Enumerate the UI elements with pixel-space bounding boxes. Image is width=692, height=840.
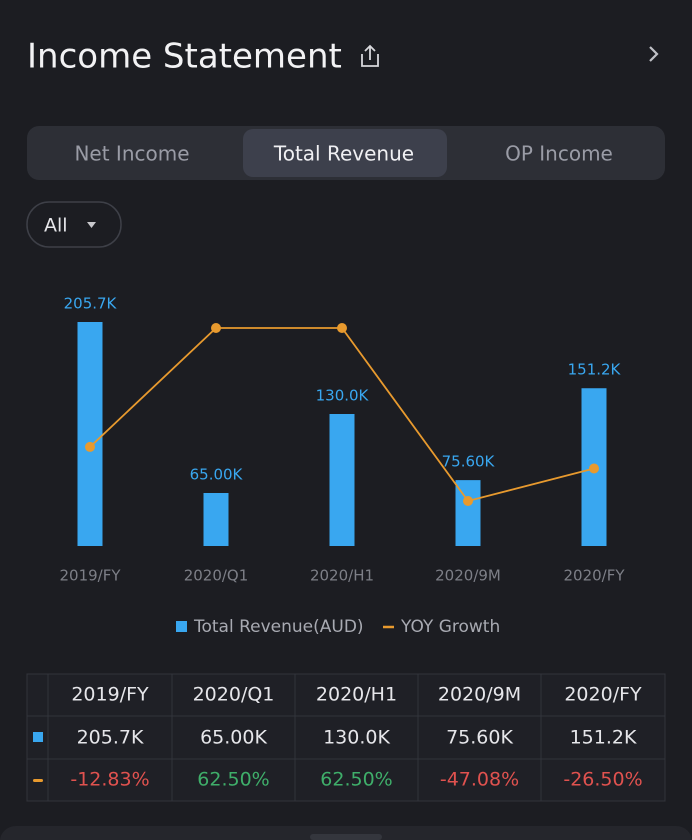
x-tick-label: 2020/H1 (310, 567, 374, 585)
tab-selected-bg (243, 129, 447, 177)
dropdown-arrow (87, 222, 96, 228)
bar-label: 75.60K (442, 453, 496, 471)
table-cell: 62.50% (197, 769, 269, 791)
table-header: 2020/H1 (316, 684, 397, 706)
legend-label: YOY Growth (400, 617, 500, 637)
share-icon[interactable] (361, 44, 379, 67)
tab[interactable]: OP Income (505, 142, 613, 166)
yoy-dot (463, 496, 473, 506)
row-key (33, 732, 43, 742)
bar (203, 493, 229, 546)
bar (329, 414, 355, 546)
bar (77, 322, 103, 546)
bar-label: 130.0K (316, 387, 370, 405)
filter-pill[interactable] (26, 201, 122, 248)
row-key (33, 779, 43, 782)
table-cell: -47.08% (440, 769, 519, 791)
tab[interactable]: Total Revenue (273, 142, 414, 166)
legend-swatch (176, 621, 187, 632)
chevron-right[interactable] (649, 46, 659, 62)
bar-label: 205.7K (64, 295, 118, 313)
x-tick-label: 2020/FY (563, 567, 625, 585)
table-cell: 130.0K (323, 727, 390, 749)
yoy-dot (589, 463, 599, 474)
filter-label[interactable]: All (44, 215, 68, 237)
tab[interactable]: Net Income (74, 142, 189, 166)
table-cell: 65.00K (200, 727, 267, 749)
table-cell: 75.60K (446, 727, 513, 749)
title: Income Statement (27, 37, 342, 77)
table-bg (26, 673, 666, 802)
yoy-dot (85, 441, 95, 452)
bar-label: 65.00K (190, 466, 244, 484)
table-header: 2019/FY (71, 684, 149, 706)
table-cell: -26.50% (563, 769, 642, 791)
table-header: 2020/FY (564, 684, 642, 706)
table-cell: -12.83% (70, 769, 149, 791)
table-header: 2020/9M (438, 684, 521, 706)
x-tick-label: 2020/Q1 (184, 567, 249, 585)
table-cell: 62.50% (320, 769, 392, 791)
bar-label: 151.2K (568, 361, 622, 379)
table-cell: 151.2K (570, 727, 637, 749)
handle (310, 834, 382, 840)
bar (455, 480, 481, 546)
table-header: 2020/Q1 (193, 684, 275, 706)
x-tick-label: 2019/FY (59, 567, 121, 585)
next-card (0, 826, 692, 840)
x-tick-label: 2020/9M (435, 567, 501, 585)
table-cell: 205.7K (77, 727, 144, 749)
yoy-dot (211, 323, 221, 333)
legend-label: Total Revenue(AUD) (193, 617, 364, 637)
yoy-dot (337, 323, 347, 333)
